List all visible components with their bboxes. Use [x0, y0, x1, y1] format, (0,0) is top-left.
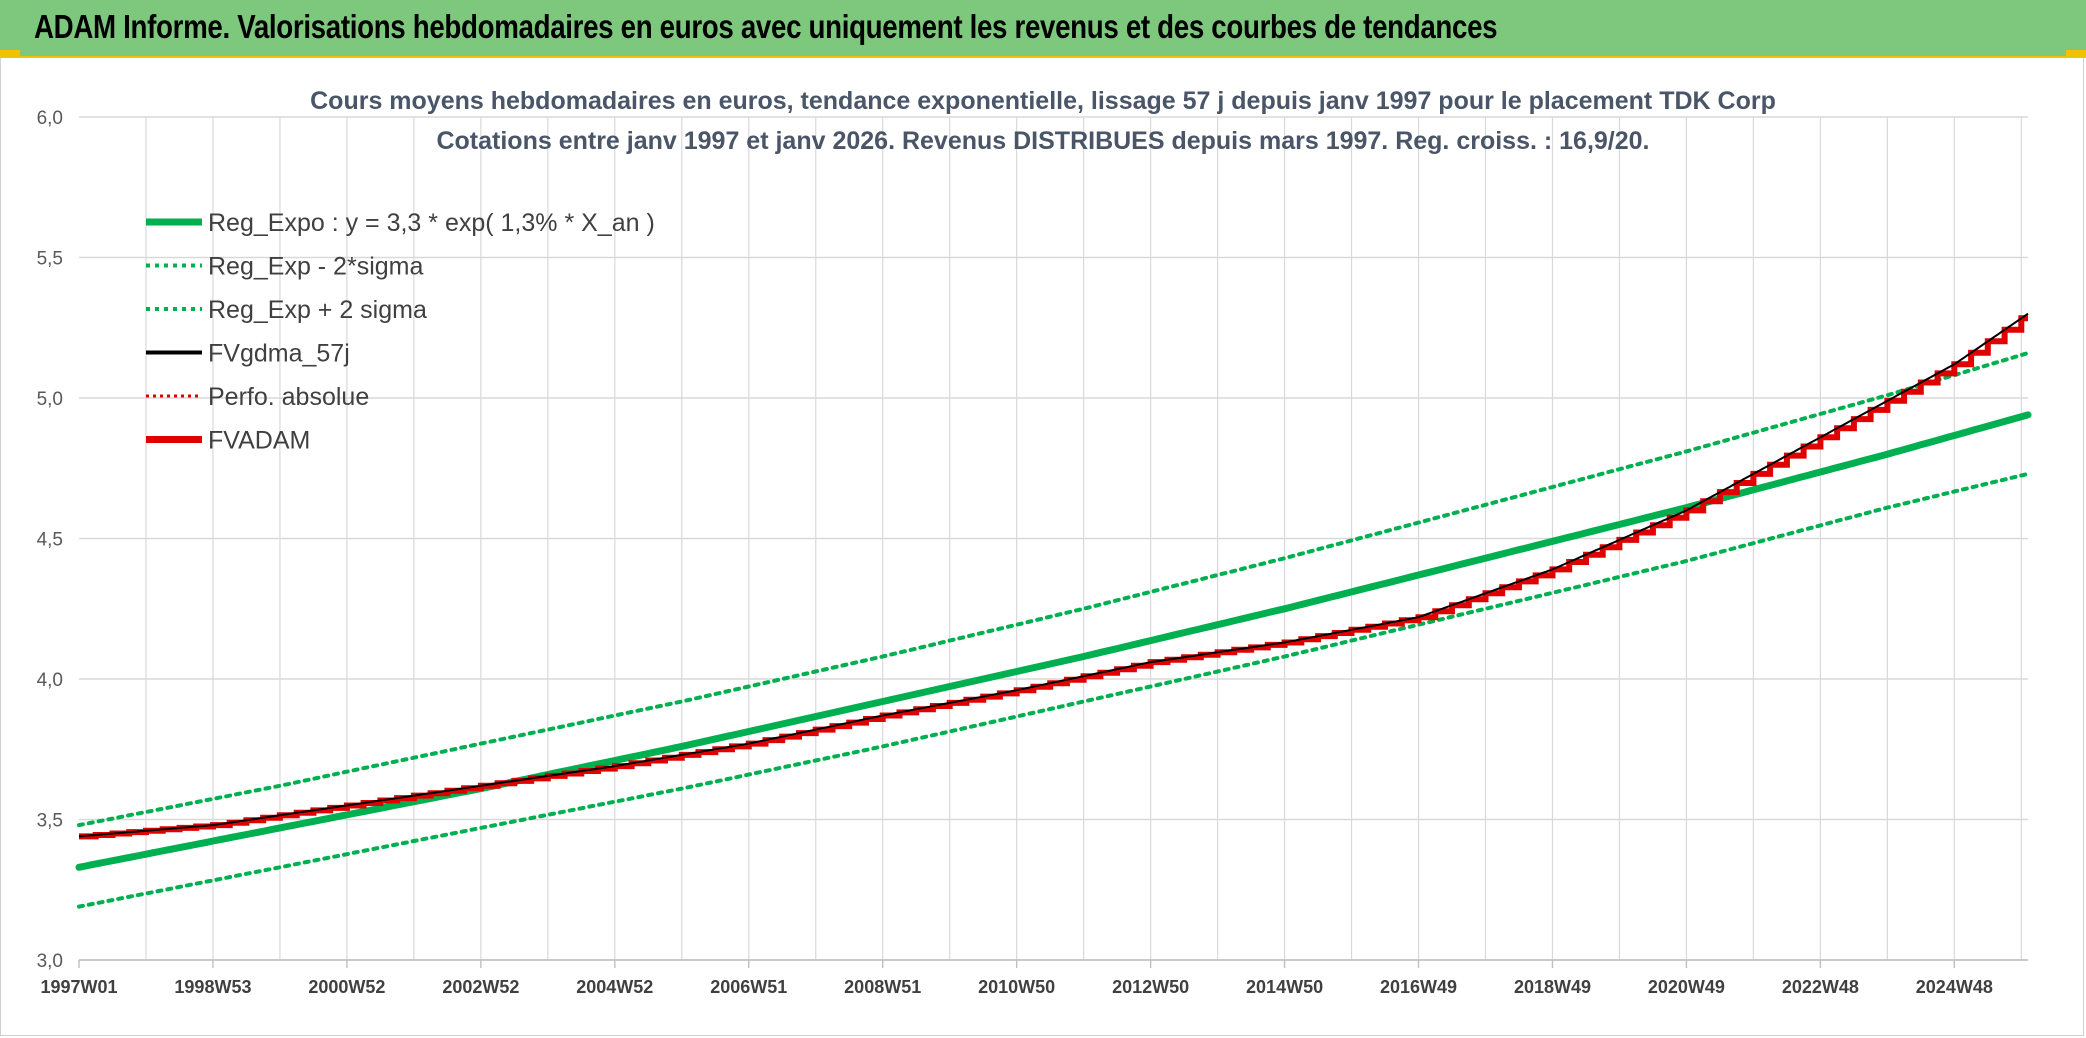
- y-tick-label: 3,5: [37, 811, 63, 832]
- y-tick-label: 4,0: [37, 670, 63, 691]
- legend-label: FVADAM: [208, 427, 310, 455]
- y-tick-label: 6,0: [37, 108, 63, 129]
- x-tick-label: 2024W48: [1916, 977, 1993, 997]
- x-tick-label: 2022W48: [1782, 977, 1859, 997]
- chart-frame: [0, 58, 2084, 1036]
- x-tick-label: 2002W52: [442, 977, 519, 997]
- reg-plus-2sigma-line: [77, 351, 2030, 828]
- x-axis-ticks: 1997W01 1998W53 2000W52 2002W52 2004W52 2006W…: [40, 960, 1993, 997]
- x-tick-label: 2020W49: [1648, 977, 1725, 997]
- banner-corner-right: [2066, 50, 2086, 58]
- fvadam-line: [79, 315, 2028, 840]
- legend: Reg_Expo : y = 3,3 * exp( 1,3% * X_an ) R…: [146, 209, 655, 455]
- series-group: [75, 312, 2032, 909]
- y-tick-label: 5,5: [37, 249, 63, 270]
- x-tick-label: 1998W53: [174, 977, 251, 997]
- banner-corner-left: [0, 50, 20, 58]
- legend-label: Reg_Exp - 2*sigma: [208, 253, 423, 281]
- y-tick-label: 4,5: [37, 530, 63, 551]
- legend-label: FVgdma_57j: [208, 340, 350, 368]
- y-tick-label: 3,0: [37, 951, 63, 972]
- x-tick-label: 2012W50: [1112, 977, 1189, 997]
- x-tick-label: 2018W49: [1514, 977, 1591, 997]
- report-title: ADAM Informe. Valorisations hebdomadaire…: [34, 8, 1498, 45]
- reg-minus-2sigma-line: [77, 471, 2030, 909]
- chart-title-line: Cotations entre janv 1997 et janv 2026. …: [436, 127, 1649, 155]
- x-tick-label: 1997W01: [40, 977, 117, 997]
- legend-label: Reg_Expo : y = 3,3 * exp( 1,3% * X_an ): [208, 209, 655, 237]
- x-tick-label: 2016W49: [1380, 977, 1457, 997]
- chart-title: Cours moyens hebdomadaires en euros, ten…: [310, 87, 1776, 155]
- legend-label: Perfo. absolue: [208, 383, 369, 411]
- x-tick-label: 2006W51: [710, 977, 787, 997]
- chart-title-line: Cours moyens hebdomadaires en euros, ten…: [310, 87, 1776, 115]
- legend-label: Reg_Exp + 2 sigma: [208, 296, 427, 324]
- gridlines: [79, 116, 2028, 961]
- y-tick-label: 5,0: [37, 389, 63, 410]
- x-tick-label: 2004W52: [576, 977, 653, 997]
- y-axis-ticks: 3,0 3,5 4,0 4,5 5,0 5,5 6,0: [37, 108, 63, 972]
- x-tick-label: 2000W52: [308, 977, 385, 997]
- x-tick-label: 2010W50: [978, 977, 1055, 997]
- fvgdma-57j-line: [78, 312, 2029, 838]
- x-tick-label: 2014W50: [1246, 977, 1323, 997]
- report-banner: ADAM Informe. Valorisations hebdomadaire…: [0, 0, 2086, 58]
- x-tick-label: 2008W51: [844, 977, 921, 997]
